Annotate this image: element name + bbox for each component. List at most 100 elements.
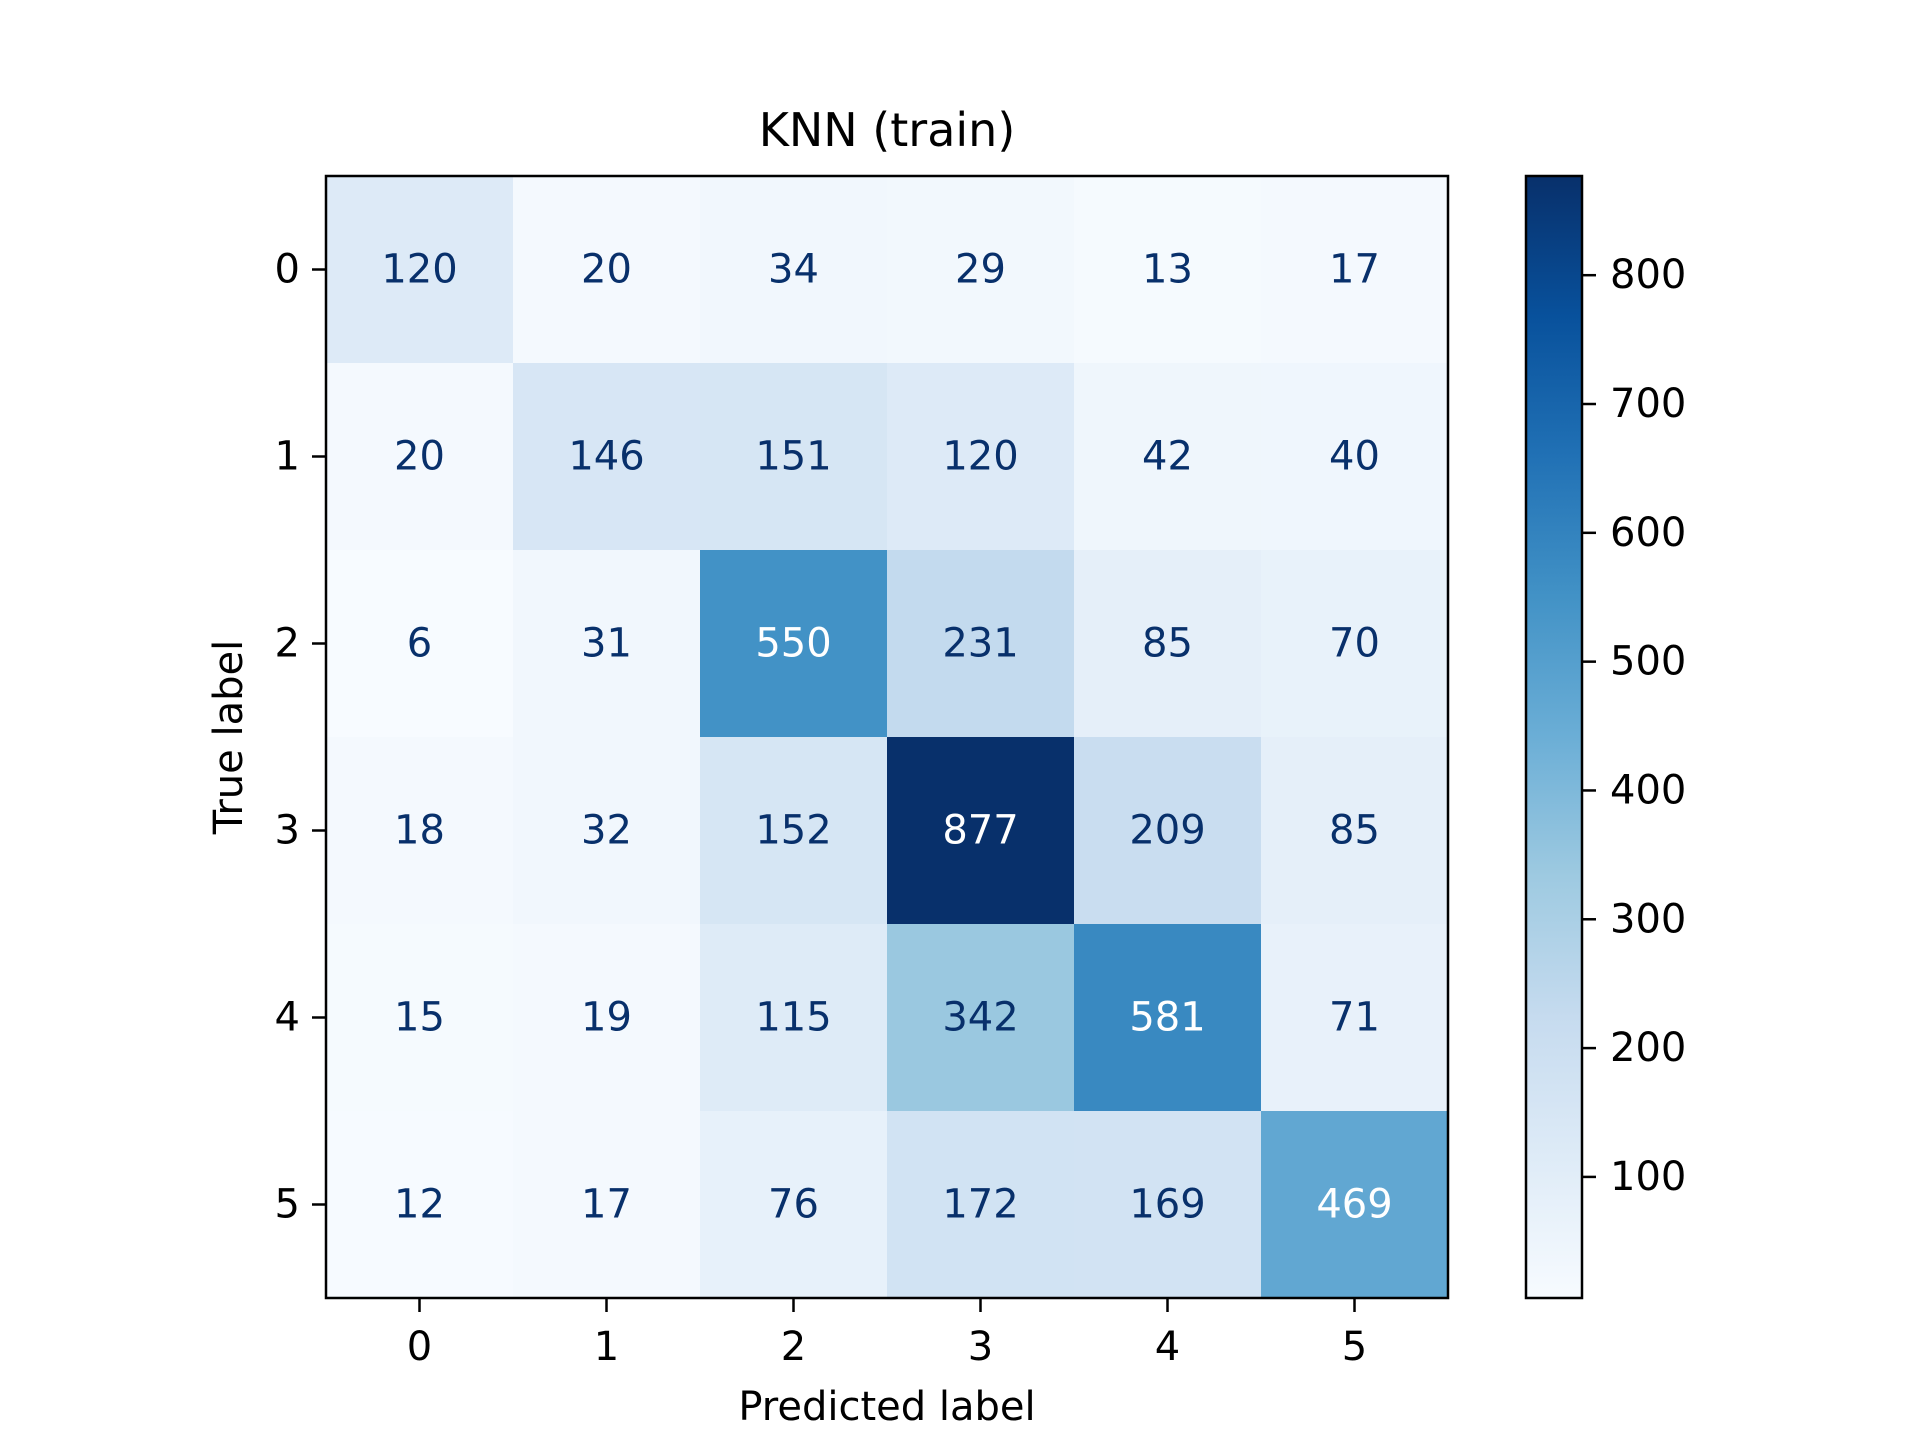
colorbar-tick-label: 200 <box>1610 1025 1686 1071</box>
cell-value-label: 85 <box>1329 808 1380 854</box>
heatmap-cell <box>1074 550 1262 738</box>
heatmap-cell <box>1261 924 1449 1112</box>
cell-value-label: 120 <box>381 247 457 293</box>
cell-value-label: 581 <box>1129 995 1205 1041</box>
heatmap-cell <box>1074 1111 1262 1299</box>
x-tick-label: 0 <box>407 1324 432 1370</box>
chart-title: KNN (train) <box>759 103 1016 157</box>
cell-value-label: 20 <box>581 247 632 293</box>
cell-value-label: 209 <box>1129 808 1205 854</box>
cell-value-label: 18 <box>394 808 445 854</box>
cell-value-label: 469 <box>1316 1182 1392 1228</box>
heatmap-cell <box>326 550 514 738</box>
heatmap-cell <box>887 176 1075 364</box>
heatmap-cell <box>1261 737 1449 925</box>
colorbar-ticks: 100 200 300 400 500 600 700 800 <box>1582 252 1686 1200</box>
colorbar-frame <box>1524 174 1584 1300</box>
heatmap-cell <box>513 924 701 1112</box>
heatmap-cell <box>700 737 888 925</box>
heatmap-cell <box>513 1111 701 1299</box>
x-axis-label: Predicted label <box>738 1384 1035 1430</box>
heatmap-cell <box>326 924 514 1112</box>
heatmap-cell <box>326 176 514 364</box>
cell-value-label: 17 <box>581 1182 632 1228</box>
cell-value-label: 152 <box>755 808 831 854</box>
heatmap-cell <box>700 550 888 738</box>
cell-value-label: 19 <box>581 995 632 1041</box>
heatmap-cell <box>513 176 701 364</box>
cell-value-label: 34 <box>768 247 819 293</box>
cell-value-label: 15 <box>394 995 445 1041</box>
cell-value-label: 70 <box>1329 621 1380 667</box>
cell-value-label: 877 <box>942 808 1018 854</box>
cell-value-label: 146 <box>568 434 644 480</box>
heatmap-cell <box>1261 1111 1449 1299</box>
y-tick-label: 0 <box>275 247 300 293</box>
x-tick-label: 5 <box>1342 1324 1367 1370</box>
colorbar-tick-label: 800 <box>1610 252 1686 298</box>
heatmap-cell <box>700 176 888 364</box>
heatmap-cell <box>326 363 514 551</box>
heatmap-cell <box>700 363 888 551</box>
heatmap-cell-labels: 120 20 34 29 13 17 20 146 151 120 42 40 6 31 550 231 85 7… <box>381 247 1392 1228</box>
cell-value-label: 17 <box>1329 247 1380 293</box>
heatmap-cell <box>513 363 701 551</box>
cell-value-label: 550 <box>755 621 831 667</box>
cell-value-label: 6 <box>407 621 432 667</box>
heatmap-cell <box>887 550 1075 738</box>
cell-value-label: 40 <box>1329 434 1380 480</box>
cell-value-label: 71 <box>1329 995 1380 1041</box>
heatmap-cell <box>513 737 701 925</box>
heatmap-cell <box>887 363 1075 551</box>
cell-value-label: 85 <box>1142 621 1193 667</box>
heatmap-cells <box>326 176 1449 1299</box>
x-tick-label: 2 <box>781 1324 806 1370</box>
heatmap-cell <box>326 1111 514 1299</box>
colorbar-tick-label: 600 <box>1610 510 1686 556</box>
colorbar-tick-label: 100 <box>1610 1154 1686 1200</box>
heatmap-cell <box>1261 363 1449 551</box>
heatmap-cell <box>1074 737 1262 925</box>
heatmap-cell <box>326 737 514 925</box>
cell-value-label: 31 <box>581 621 632 667</box>
heatmap-cell <box>887 924 1075 1112</box>
cell-value-label: 20 <box>394 434 445 480</box>
heatmap-frame <box>324 174 1450 1300</box>
colorbar <box>1526 176 1582 1298</box>
colorbar-tick-label: 400 <box>1610 767 1686 813</box>
x-tick-label: 3 <box>968 1324 993 1370</box>
heatmap-cell <box>1074 924 1262 1112</box>
heatmap-cell <box>1261 176 1449 364</box>
heatmap-cell <box>887 1111 1075 1299</box>
heatmap-cell <box>700 924 888 1112</box>
heatmap-cell <box>1074 176 1262 364</box>
heatmap-cell <box>1261 550 1449 738</box>
cell-value-label: 32 <box>581 808 632 854</box>
cell-value-label: 12 <box>394 1182 445 1228</box>
cell-value-label: 172 <box>942 1182 1018 1228</box>
y-axis-ticks: 0 1 2 3 4 5 <box>275 247 326 1228</box>
y-tick-label: 4 <box>275 995 300 1041</box>
cell-value-label: 342 <box>942 995 1018 1041</box>
cell-value-label: 120 <box>942 434 1018 480</box>
heatmap-cell <box>1074 363 1262 551</box>
y-tick-label: 5 <box>275 1182 300 1228</box>
heatmap-cell <box>887 737 1075 925</box>
heatmap-cell <box>513 550 701 738</box>
cell-value-label: 76 <box>768 1182 819 1228</box>
cell-value-label: 42 <box>1142 434 1193 480</box>
cell-value-label: 169 <box>1129 1182 1205 1228</box>
heatmap-cell <box>700 1111 888 1299</box>
cell-value-label: 29 <box>955 247 1006 293</box>
cell-value-label: 151 <box>755 434 831 480</box>
y-tick-label: 3 <box>275 808 300 854</box>
colorbar-tick-label: 300 <box>1610 896 1686 942</box>
cell-value-label: 231 <box>942 621 1018 667</box>
x-tick-label: 1 <box>594 1324 619 1370</box>
colorbar-tick-label: 500 <box>1610 639 1686 685</box>
y-tick-label: 2 <box>275 621 300 667</box>
y-tick-label: 1 <box>275 434 300 480</box>
x-tick-label: 4 <box>1155 1324 1180 1370</box>
colorbar-tick-label: 700 <box>1610 381 1686 427</box>
